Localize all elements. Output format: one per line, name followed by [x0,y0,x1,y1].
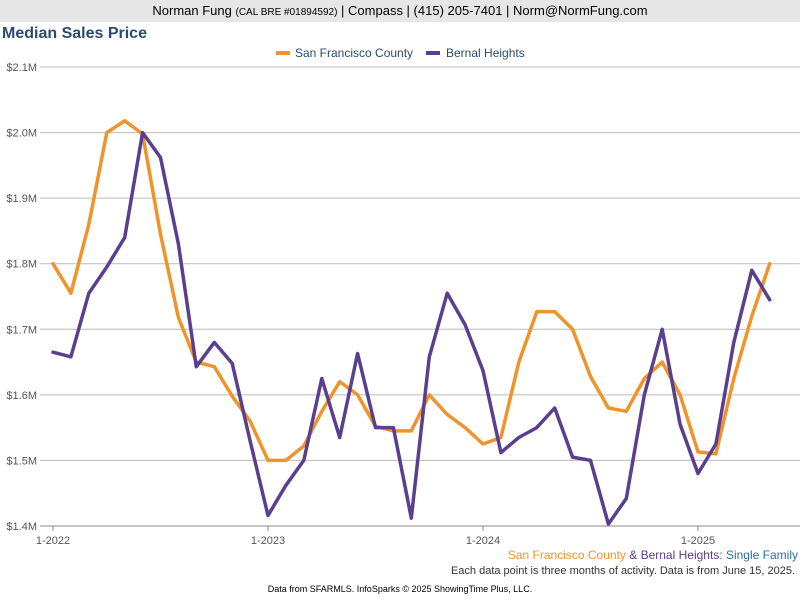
contact-info: | Compass | (415) 205-7401 | Norm@NormFu… [341,3,648,18]
series-line-bernal [51,130,772,526]
x-tick-label: 1-2022 [36,535,70,547]
y-tick-label: $1.6M [6,390,37,402]
series-description: San Francisco County & Bernal Heights: S… [508,548,798,562]
y-tick-label: $1.9M [6,193,37,205]
header-bar: Norman Fung (CAL BRE #01894592) | Compas… [0,0,800,22]
legend: San Francisco County Bernal Heights [276,46,525,60]
legend-label: Bernal Heights [446,46,525,60]
y-tick-label: $1.5M [6,455,37,467]
x-tick-label: 1-2025 [681,535,715,547]
y-axis-ticks: $1.4M $1.5M $1.6M $1.7M $1.8M $1.9M $2.0M $2.1M [6,62,37,533]
footer-sf-label: San Francisco County [507,548,626,562]
footer-property-type: : Single Family [719,548,798,562]
data-note: Each data point is three months of activ… [450,565,795,577]
x-tick-label: 1-2023 [251,535,285,547]
series-line-sf [51,119,772,463]
chart-title: Median Sales Price [2,25,147,42]
license-number: (CAL BRE #01894592) [235,7,338,18]
credit-line: Data from SFARMLS. InfoSparks © 2025 Sho… [267,584,533,594]
x-axis: 1-2022 1-2023 1-2024 1-2025 [36,526,715,547]
y-tick-label: $2.1M [6,62,37,74]
y-tick-label: $1.8M [6,259,37,271]
y-tick-label: $1.4M [6,521,37,533]
x-tick-label: 1-2024 [466,535,500,547]
y-tick-label: $1.7M [6,324,37,336]
y-tick-label: $2.0M [6,128,37,140]
legend-label: San Francisco County [295,46,413,60]
agent-name: Norman Fung [152,3,232,18]
footer-amp: & [625,548,641,562]
series-lines [51,119,772,526]
grid-lines [40,66,800,527]
footer-bernal-label: Bernal Heights [640,548,720,562]
